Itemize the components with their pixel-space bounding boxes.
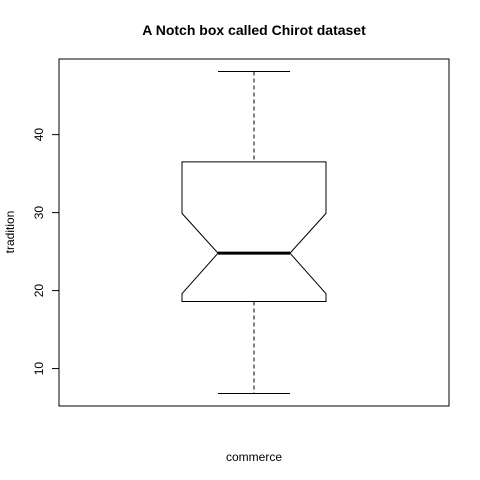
y-tick-label-10: 10 xyxy=(32,362,46,376)
y-axis: 10 20 30 40 xyxy=(32,128,60,376)
chart-title: A Notch box called Chirot dataset xyxy=(142,22,366,38)
y-tick-label-40: 40 xyxy=(32,128,46,142)
y-tick-label-20: 20 xyxy=(32,284,46,298)
y-axis-label: tradition xyxy=(3,211,17,254)
x-axis-label: commerce xyxy=(226,450,282,464)
box-body xyxy=(181,161,327,303)
notch-box xyxy=(181,70,327,395)
y-tick-label-30: 30 xyxy=(32,206,46,220)
